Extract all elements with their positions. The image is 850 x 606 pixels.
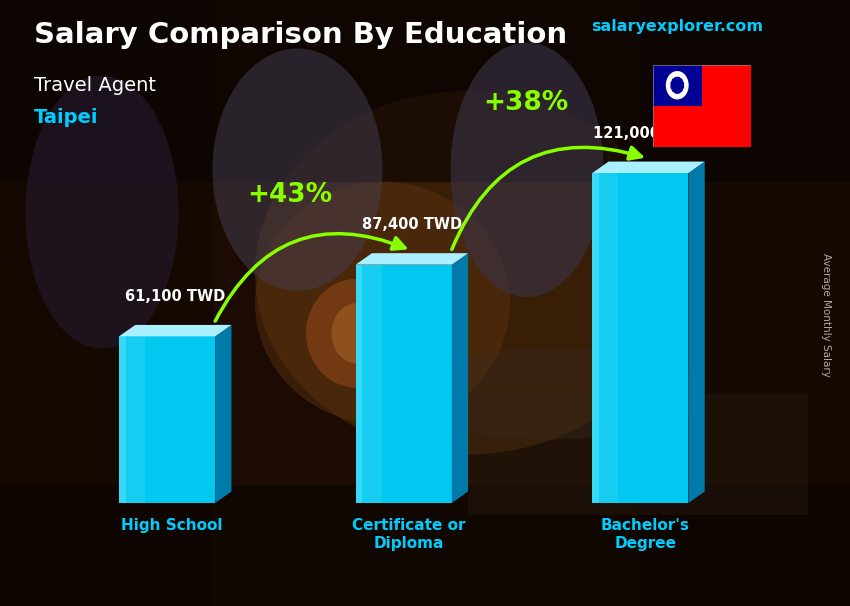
Polygon shape [683,88,687,92]
Bar [0,0,212,606]
Polygon shape [688,162,705,503]
Polygon shape [119,336,126,503]
Ellipse shape [255,182,510,424]
Text: Certificate or
Diploma: Certificate or Diploma [352,518,466,551]
Polygon shape [677,72,678,77]
Polygon shape [355,265,452,503]
Polygon shape [599,173,618,503]
Text: +43%: +43% [247,182,332,208]
Polygon shape [668,79,672,82]
Polygon shape [452,253,468,503]
Ellipse shape [26,76,178,348]
Polygon shape [672,73,675,78]
Polygon shape [680,73,683,78]
Polygon shape [683,79,687,82]
Ellipse shape [212,48,382,291]
Polygon shape [684,84,688,87]
Ellipse shape [332,303,382,364]
Bar [468,394,808,515]
Text: High School: High School [122,518,223,533]
Text: 61,100 TWD: 61,100 TWD [125,289,225,304]
FancyArrowPatch shape [215,233,405,321]
Polygon shape [668,88,672,92]
Polygon shape [666,84,671,87]
Bar [0,485,850,606]
Ellipse shape [404,348,701,439]
Polygon shape [119,336,215,503]
Polygon shape [355,265,362,503]
Text: Taipei: Taipei [34,108,99,127]
Circle shape [671,78,683,93]
Circle shape [666,72,688,99]
Text: Travel Agent: Travel Agent [34,76,156,95]
Ellipse shape [306,279,408,388]
Text: +38%: +38% [484,90,569,116]
Bar [653,65,701,105]
Polygon shape [362,265,382,503]
Text: 121,000 TWD: 121,000 TWD [593,125,704,141]
FancyArrowPatch shape [452,147,642,249]
Polygon shape [672,92,675,97]
Polygon shape [592,173,688,503]
Polygon shape [592,173,599,503]
Polygon shape [677,94,678,99]
Polygon shape [355,253,468,265]
Polygon shape [592,162,705,173]
Polygon shape [680,92,683,97]
Bar [638,0,850,606]
Polygon shape [119,325,231,336]
Text: 87,400 TWD: 87,400 TWD [362,217,462,232]
Bar [0,0,850,182]
Text: Average Monthly Salary: Average Monthly Salary [821,253,831,377]
Text: Salary Comparison By Education: Salary Comparison By Education [34,21,567,49]
Polygon shape [126,336,144,503]
Polygon shape [215,325,231,503]
Text: Bachelor's
Degree: Bachelor's Degree [601,518,689,551]
Ellipse shape [255,91,680,454]
Text: salaryexplorer.com: salaryexplorer.com [591,19,762,35]
Ellipse shape [450,42,604,297]
